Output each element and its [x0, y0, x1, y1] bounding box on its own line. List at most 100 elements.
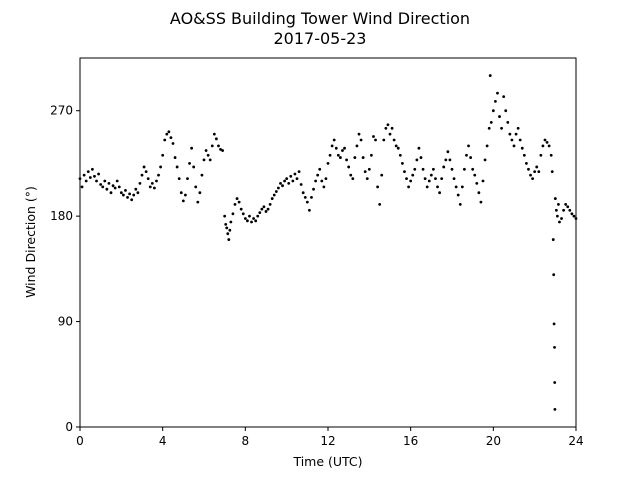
- data-point: [345, 158, 348, 162]
- x-tick-label: 4: [159, 434, 167, 448]
- data-point: [103, 179, 107, 183]
- data-point: [494, 99, 497, 103]
- data-point: [427, 179, 431, 183]
- data-point: [502, 95, 506, 99]
- data-point: [553, 408, 557, 411]
- data-point: [496, 91, 499, 95]
- data-point: [155, 179, 158, 183]
- data-point: [473, 173, 477, 177]
- data-point: [299, 183, 303, 186]
- data-point: [107, 181, 111, 185]
- data-point: [86, 170, 90, 174]
- data-point: [413, 167, 417, 171]
- data-point: [564, 203, 568, 206]
- data-point: [252, 217, 256, 220]
- data-point: [142, 165, 146, 169]
- data-point: [192, 165, 196, 169]
- y-ticks: 0 90 180 270: [50, 104, 80, 434]
- data-point: [268, 203, 272, 206]
- data-point: [415, 158, 419, 162]
- data-point: [117, 185, 121, 189]
- data-point: [491, 109, 495, 113]
- data-point: [279, 181, 282, 185]
- data-point: [384, 126, 388, 130]
- data-point: [171, 142, 175, 145]
- data-point: [190, 146, 194, 150]
- data-point: [287, 181, 291, 185]
- data-point: [570, 212, 574, 216]
- data-point: [295, 177, 299, 181]
- data-point: [126, 196, 129, 199]
- data-point: [522, 153, 526, 157]
- data-point: [101, 185, 105, 189]
- data-point: [407, 185, 410, 189]
- data-point: [235, 197, 239, 200]
- x-tick-label: 12: [320, 434, 335, 448]
- data-point: [177, 177, 181, 181]
- data-point: [186, 177, 189, 181]
- data-point: [504, 109, 508, 113]
- data-point: [392, 138, 396, 142]
- data-point: [419, 156, 423, 159]
- data-point: [128, 192, 132, 196]
- data-point: [225, 226, 229, 230]
- data-point: [386, 123, 390, 127]
- data-point: [181, 199, 185, 203]
- data-point: [481, 179, 485, 183]
- data-point: [429, 173, 433, 177]
- y-tick-label: 270: [50, 104, 73, 118]
- data-point: [270, 197, 274, 200]
- data-point: [550, 170, 554, 174]
- data-point: [469, 156, 472, 159]
- x-tick-label: 0: [76, 434, 84, 448]
- data-point: [374, 138, 377, 142]
- data-point: [500, 126, 503, 130]
- data-point: [277, 186, 280, 190]
- data-point: [417, 146, 421, 150]
- data-point: [115, 179, 119, 183]
- data-point: [558, 220, 561, 224]
- data-point: [113, 186, 117, 190]
- data-point: [361, 156, 365, 159]
- data-point: [226, 232, 230, 236]
- data-point: [223, 214, 227, 218]
- data-point: [425, 185, 429, 189]
- data-point: [357, 132, 361, 136]
- data-point: [140, 173, 144, 177]
- data-point: [448, 158, 452, 162]
- data-point: [228, 228, 232, 232]
- data-point: [82, 173, 86, 177]
- data-point: [531, 177, 534, 181]
- data-point: [316, 173, 320, 177]
- data-point: [551, 238, 555, 241]
- data-point: [463, 167, 466, 171]
- data-point: [560, 217, 563, 220]
- data-point: [401, 162, 404, 165]
- data-point: [84, 179, 88, 183]
- data-point: [314, 179, 317, 183]
- data-point: [396, 146, 400, 150]
- data-point: [411, 173, 415, 177]
- data-point: [553, 197, 557, 200]
- data-point: [109, 191, 113, 195]
- data-point: [144, 170, 148, 174]
- data-point: [529, 173, 532, 177]
- data-point: [520, 146, 524, 150]
- data-point: [514, 132, 518, 136]
- data-point: [525, 162, 528, 165]
- data-point: [552, 322, 556, 326]
- data-point: [535, 165, 539, 169]
- data-point: [293, 172, 297, 176]
- data-point: [250, 220, 253, 224]
- data-point: [545, 140, 549, 144]
- data-point: [146, 177, 150, 181]
- data-point: [343, 146, 346, 150]
- data-point: [423, 177, 427, 181]
- data-point: [161, 153, 165, 157]
- data-point: [332, 138, 336, 142]
- data-point: [105, 187, 109, 191]
- data-point: [421, 167, 425, 171]
- data-point: [382, 138, 386, 142]
- data-point: [233, 203, 237, 206]
